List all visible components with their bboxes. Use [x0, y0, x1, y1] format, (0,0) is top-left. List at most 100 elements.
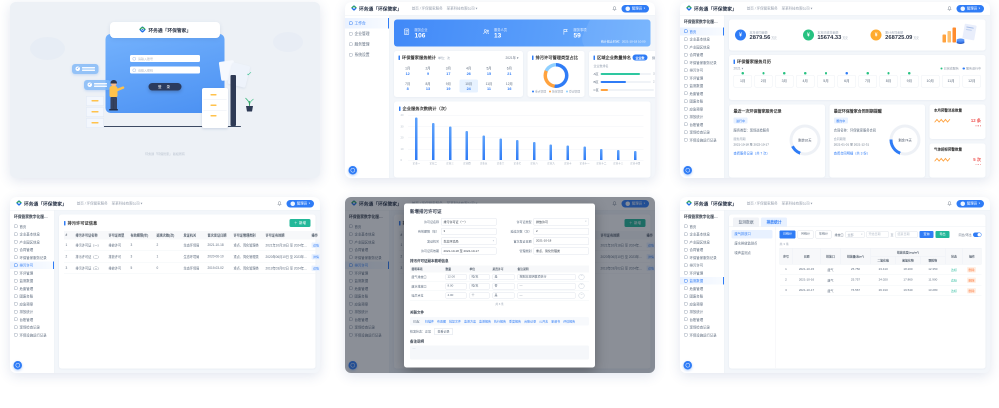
company-select[interactable]: 某某科技有限公司 ▾	[111, 202, 143, 206]
file-chip[interactable]: 执行报告	[494, 320, 507, 324]
sidebar-item[interactable]: 产业园区信息	[680, 238, 724, 246]
file-chip[interactable]: 评估报告	[563, 320, 576, 324]
month-cell[interactable]: 7月 8	[399, 79, 417, 92]
sidebar-item[interactable]: 合同管理	[10, 246, 54, 254]
month-cell[interactable]: 12月 16	[500, 79, 518, 92]
cell-input[interactable]: 是	[492, 273, 515, 280]
rank-pill[interactable]: 预警数	[652, 56, 655, 60]
sidebar-item[interactable]: 应急预案	[680, 105, 724, 113]
float-help-button[interactable]	[683, 361, 692, 370]
field-input[interactable]: 2021-10-18	[533, 237, 589, 245]
bar[interactable]	[633, 151, 637, 160]
bar[interactable]	[448, 126, 452, 160]
company-select[interactable]: 某某科技有限公司 ▾	[781, 7, 813, 11]
sidebar-item[interactable]: 环保设施运行记录	[10, 331, 54, 339]
bar[interactable]	[415, 117, 418, 160]
bar[interactable]	[499, 138, 502, 160]
sidebar-item[interactable]: 现场检查记录	[680, 323, 724, 331]
detail-link[interactable]: 查看服务记录（共 7 次）	[733, 151, 770, 156]
cell-input[interactable]: 个	[469, 292, 490, 299]
sidebar-item[interactable]: 固废台账	[680, 292, 724, 300]
user-menu-button[interactable]: 管理员▾	[621, 4, 649, 13]
month-cell[interactable]: 9月 19	[439, 79, 457, 92]
sidebar-item[interactable]: 环保管家服务记录	[680, 59, 724, 67]
month-cell[interactable]: 10月 24	[459, 79, 478, 93]
remark-textarea[interactable]: —	[410, 345, 589, 360]
bar[interactable]	[566, 145, 570, 160]
user-menu-button[interactable]: 管理员▾	[956, 199, 984, 208]
sidebar-item[interactable]: 现场检查记录	[680, 128, 724, 136]
status-button[interactable]: 查看记录	[434, 327, 454, 335]
remove-row-icon[interactable]: −	[578, 273, 585, 280]
sidebar-item[interactable]: 固废台账	[10, 292, 54, 300]
search-button[interactable]: 查询	[919, 231, 934, 238]
cell-input[interactable]: —	[517, 283, 576, 290]
sidebar-item[interactable]: 服务管理	[345, 39, 389, 50]
action-delete[interactable]: 删除	[966, 287, 976, 294]
month-box[interactable]: 10月	[921, 75, 940, 88]
sidebar-item[interactable]: 排污许可	[10, 261, 54, 269]
add-button[interactable]: ＋新增	[289, 219, 311, 227]
company-select[interactable]: 某某科技有限公司 ▾	[781, 202, 813, 206]
bar[interactable]	[600, 148, 603, 160]
cell-input[interactable]: 12.00	[445, 273, 467, 280]
password-field[interactable]: 请输入密码	[130, 66, 200, 74]
month-cell[interactable]: 6月 21	[500, 64, 518, 77]
cell-input[interactable]: 是	[492, 292, 515, 299]
float-help-button[interactable]	[683, 166, 692, 175]
bar[interactable]	[583, 146, 586, 160]
field-input[interactable]: 2021-10-18 至 2024-10-17	[441, 247, 497, 255]
bar[interactable]	[617, 149, 620, 160]
sidebar-item[interactable]: 企业基本信息	[680, 35, 724, 43]
date-end-input[interactable]: 结束日期	[895, 231, 918, 238]
sidebar-item[interactable]: 台账管理	[680, 121, 724, 129]
month-box[interactable]: 3月	[775, 75, 794, 88]
month-box[interactable]: 7月	[858, 75, 877, 88]
sidebar-item[interactable]: 环评管理	[10, 269, 54, 277]
sidebar-item[interactable]: 台账管理	[680, 316, 724, 324]
cell-input[interactable]: 吨/年	[469, 273, 490, 280]
sidebar-item[interactable]: 工作台	[345, 18, 389, 29]
sidebar-item[interactable]: 危废管理	[680, 285, 724, 293]
field-select[interactable]: 生态环境局 ▾	[441, 237, 497, 245]
sidebar-item[interactable]: 固废台账	[680, 97, 724, 105]
sidebar-item[interactable]: 环保设施运行记录	[680, 136, 724, 144]
month-cell[interactable]: 3月 17	[439, 64, 457, 77]
month-box[interactable]: 5月	[816, 75, 836, 88]
action-delete[interactable]: 删除	[966, 266, 976, 273]
sidebar-item[interactable]: 环保管家服务记录	[10, 254, 54, 262]
bell-icon[interactable]	[947, 201, 952, 206]
field-input[interactable]: 3	[441, 227, 497, 235]
field-input[interactable]: 重点、简化管理类	[533, 247, 589, 255]
sidebar-item[interactable]: 企业管理	[345, 29, 389, 40]
remove-row-icon[interactable]: −	[578, 283, 585, 290]
action-delete[interactable]: 删除	[966, 277, 976, 283]
action-detail[interactable]: 详情	[311, 253, 320, 260]
sub-nav-item[interactable]: 噪声监测点	[734, 251, 751, 256]
sidebar-item[interactable]: 监测数据	[680, 276, 724, 285]
sidebar-item[interactable]: 排放统计	[10, 308, 54, 316]
cell-input[interactable]: 8.00	[445, 283, 467, 290]
sidebar-item[interactable]: 产业园区信息	[680, 43, 724, 51]
sidebar-item[interactable]: 排污许可	[680, 66, 724, 74]
sidebar-item[interactable]: 首页	[10, 223, 54, 231]
sidebar-item[interactable]: 排污许可	[680, 261, 724, 269]
file-chip[interactable]: 批复文件	[449, 320, 462, 324]
file-chip[interactable]: 扫描件	[425, 320, 435, 324]
sidebar-item[interactable]: 台账管理	[10, 316, 54, 324]
cell-input[interactable]: 4.00	[445, 292, 467, 299]
month-cell[interactable]: 2月 9	[419, 64, 437, 77]
sidebar-item[interactable]: 危废管理	[10, 285, 54, 293]
segment-button[interactable]: 日统计	[779, 230, 796, 239]
user-menu-button[interactable]: 管理员▾	[956, 4, 984, 13]
bar[interactable]	[482, 135, 485, 160]
month-box[interactable]: 9月	[900, 75, 919, 88]
month-box[interactable]: 11月	[941, 75, 961, 88]
sidebar-item[interactable]: 监测数据	[10, 277, 54, 285]
float-help-button[interactable]	[13, 361, 22, 370]
bar[interactable]	[516, 139, 519, 160]
month-cell[interactable]: 4月 26	[460, 64, 478, 77]
file-chip[interactable]: 监测方案	[464, 320, 477, 324]
bar[interactable]	[465, 130, 469, 160]
sub-nav-item[interactable]: 废水排放监测点	[734, 242, 758, 246]
